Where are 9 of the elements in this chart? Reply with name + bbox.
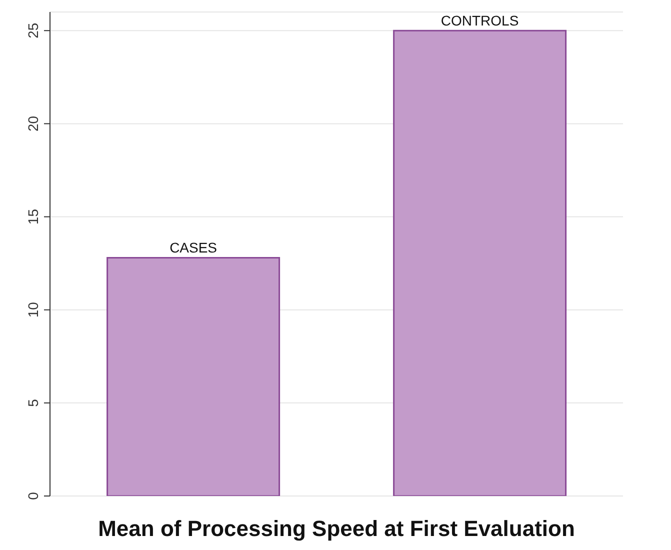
x-tick-label: CASES (170, 240, 218, 256)
y-tick-label: 20 (25, 116, 41, 132)
y-tick-label: 10 (25, 302, 41, 318)
y-tick-label: 25 (25, 22, 41, 38)
x-axis-title: Mean of Processing Speed at First Evaluation (98, 516, 575, 541)
x-tick-label: CONTROLS (440, 12, 519, 29)
y-tick-label: 15 (25, 208, 41, 225)
y-tick-label: 0 (25, 492, 41, 500)
y-tick-label: 5 (25, 398, 41, 407)
